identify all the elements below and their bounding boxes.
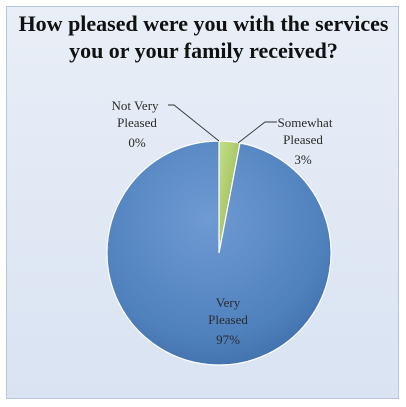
- data-label-category: Pleased: [283, 132, 323, 147]
- leader-line: [237, 121, 277, 144]
- data-label-percent: 0%: [128, 135, 146, 150]
- data-label-category: Not Very: [111, 98, 159, 113]
- chart-title: How pleased were you with the services y…: [18, 11, 389, 63]
- leader-line: [168, 104, 220, 142]
- data-label-percent: 97%: [216, 332, 240, 347]
- data-label-category: Very: [216, 295, 241, 310]
- data-label-category: Pleased: [208, 312, 248, 327]
- data-label-not-very-pleased: Not Very Pleased 0%: [111, 98, 159, 150]
- pie-chart: Not Very Pleased 0% Somewhat Pleased 3% Very Pl…: [106, 98, 333, 366]
- data-label-very-pleased: Very Pleased 97%: [208, 295, 248, 347]
- data-label-somewhat-pleased: Somewhat Pleased 3%: [278, 115, 333, 167]
- pie-slice-very-pleased: [106, 140, 332, 366]
- data-label-category: Somewhat: [278, 115, 333, 130]
- data-label-percent: 3%: [294, 152, 312, 167]
- data-label-category: Pleased: [117, 115, 157, 130]
- chart-area: How pleased were you with the services y…: [6, 6, 399, 399]
